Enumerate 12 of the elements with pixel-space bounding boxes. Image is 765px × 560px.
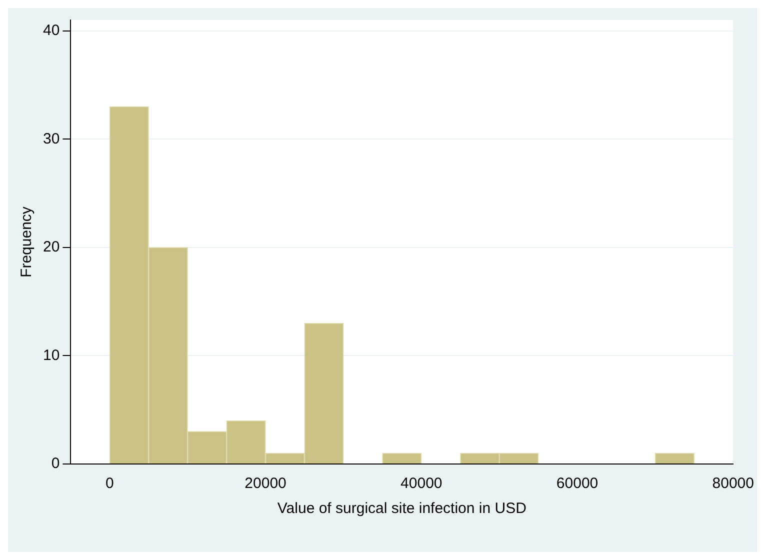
x-tick-label: 60000 (556, 475, 598, 492)
y-tick-label: 10 (42, 346, 60, 364)
y-axis-title: Frequency (18, 206, 36, 278)
x-tick-label: 0 (105, 475, 114, 492)
y-tick-label: 20 (42, 238, 60, 256)
x-tick-label: 80000 (712, 475, 754, 492)
x-tick-label: 20000 (244, 475, 286, 492)
x-tick-label: 40000 (400, 475, 442, 492)
y-tick-label: 40 (42, 22, 60, 39)
x-axis-title: Value of surgical site infection in USD (277, 500, 527, 518)
y-tick-label: 0 (51, 455, 60, 472)
y-tick-label: 30 (42, 130, 60, 148)
